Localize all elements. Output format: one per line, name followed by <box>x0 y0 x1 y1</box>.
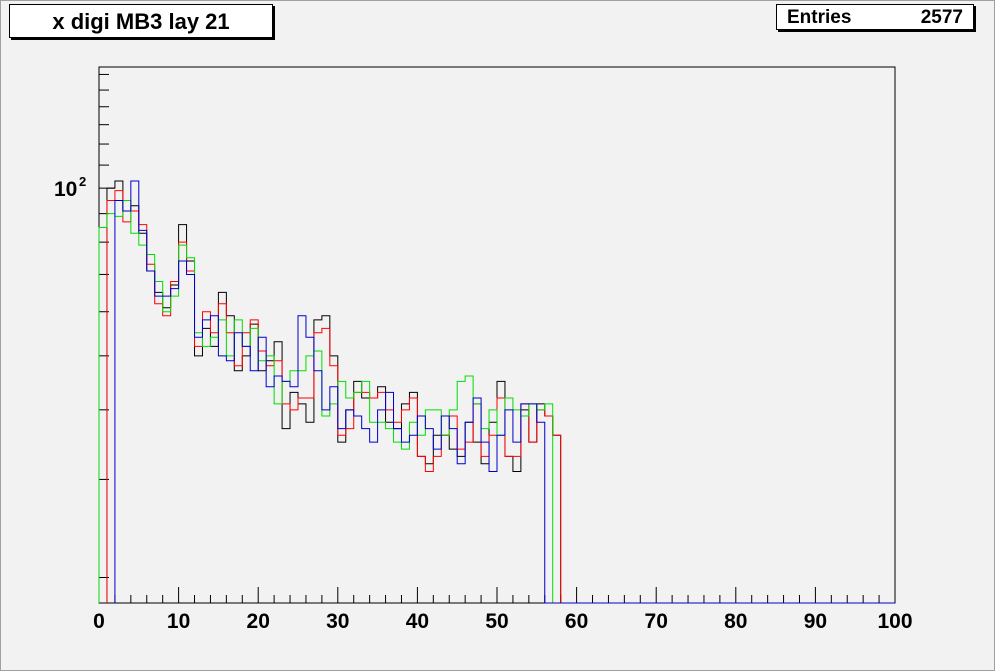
x-tick-label: 40 <box>406 610 429 633</box>
stats-entries-value: 2577 <box>920 7 963 28</box>
chart-title: x digi MB3 lay 21 <box>52 9 230 34</box>
x-tick-label: 100 <box>877 610 912 633</box>
histogram-series-3 <box>98 200 895 604</box>
stats-entries-label: Entries <box>787 7 852 28</box>
x-tick-label: 70 <box>645 610 668 633</box>
y-tick-label-base: 10 <box>54 178 77 201</box>
x-tick-label: 60 <box>565 610 588 633</box>
stats-box: Entries 2577 <box>776 4 974 30</box>
y-tick-label-exponent: 2 <box>79 174 86 189</box>
chart-title-box: x digi MB3 lay 21 <box>9 4 273 38</box>
histogram-series-4 <box>114 180 895 604</box>
x-tick-label: 0 <box>93 610 105 633</box>
x-tick-label: 10 <box>167 610 190 633</box>
x-tick-label: 20 <box>247 610 270 633</box>
plot-area <box>98 66 896 604</box>
x-tick-label: 90 <box>804 610 827 633</box>
x-tick-label: 50 <box>485 610 508 633</box>
x-tick-label: 80 <box>724 610 747 633</box>
x-tick-label: 30 <box>326 610 349 633</box>
